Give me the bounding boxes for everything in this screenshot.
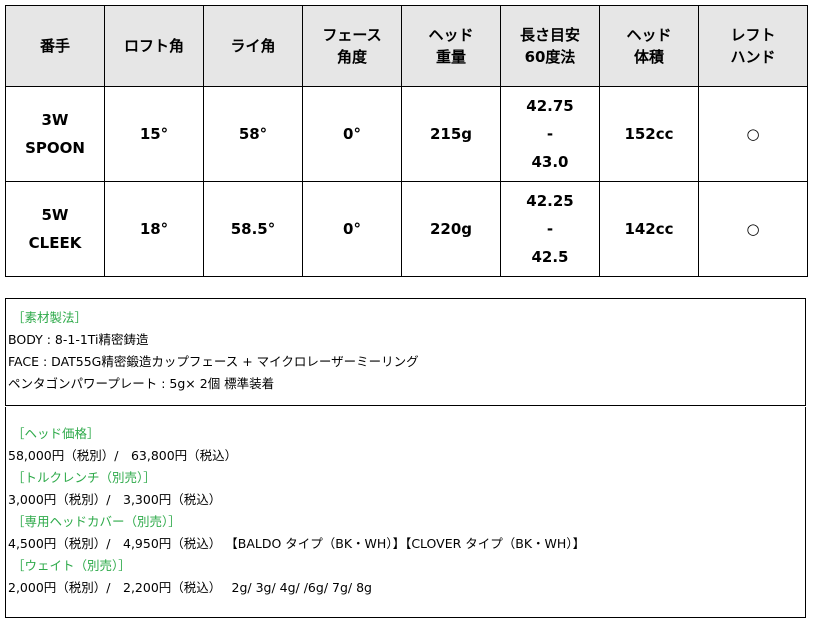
prices-section: ［ヘッド価格］ 58,000円（税別）/ 63,800円（税込） ［トルクレンチ…: [5, 407, 806, 618]
price-text: 58,000円（税別）/ 63,800円（税込）: [8, 448, 238, 463]
table-cell: 0°: [302, 181, 402, 277]
price-text: 4,500円（税別）/ 4,950円（税込） 【BALDO タイプ（BK・WH）…: [8, 536, 586, 551]
table-cell: 42.75 - 43.0: [500, 86, 600, 182]
column-header: ライ角: [203, 5, 303, 87]
table-cell: 220g: [401, 181, 501, 277]
table-cell: 142cc: [599, 181, 699, 277]
table-cell: 3W SPOON: [5, 86, 105, 182]
materials-line: ペンタゴンパワープレート : 5g× 2個 標準装着: [8, 376, 275, 391]
column-header: ヘッド 体積: [599, 5, 699, 87]
spec-table: 番手 ロフト角 ライ角 フェース 角度 ヘッド 重量 長さ目安 60度法 ヘッド 体積 レフト…: [5, 5, 808, 277]
price-text: 3,000円（税別）/ 3,300円（税込）: [8, 492, 222, 507]
table-cell: 58°: [203, 86, 303, 182]
column-header: ヘッド 重量: [401, 5, 501, 87]
table-cell: ○: [698, 86, 808, 182]
table-cell: 42.25 - 42.5: [500, 181, 600, 277]
table-header-row: 番手 ロフト角 ライ角 フェース 角度 ヘッド 重量 長さ目安 60度法 ヘッド 体積 レフト…: [5, 5, 808, 87]
table-cell: ○: [698, 181, 808, 277]
price-heading: ［トルクレンチ（別売）］: [12, 470, 156, 485]
table-cell: 15°: [104, 86, 204, 182]
column-header: 番手: [5, 5, 105, 87]
table-cell: 18°: [104, 181, 204, 277]
table-cell: 5W CLEEK: [5, 181, 105, 277]
price-heading: ［専用ヘッドカバー（別売）］: [12, 514, 181, 529]
table-row: 5W CLEEK 18° 58.5° 0° 220g 42.25 - 42.5 142cc ○: [5, 181, 808, 277]
price-text: 2,000円（税別）/ 2,200円（税込） 2g/ 3g/ 4g/ /6g/ …: [8, 580, 372, 595]
table-cell: 58.5°: [203, 181, 303, 277]
table-cell: 215g: [401, 86, 501, 182]
column-header: フェース 角度: [302, 5, 402, 87]
table-cell: 152cc: [599, 86, 699, 182]
materials-line: BODY : 8-1-1Ti精密鋳造: [8, 332, 149, 347]
materials-line: FACE : DAT55G精密鍛造カップフェース + マイクロレーザーミーリング: [8, 354, 419, 369]
column-header: レフト ハンド: [698, 5, 808, 87]
price-heading: ［ウェイト（別売）］: [12, 558, 131, 573]
table-cell: 0°: [302, 86, 402, 182]
column-header: 長さ目安 60度法: [500, 5, 600, 87]
column-header: ロフト角: [104, 5, 204, 87]
materials-heading: ［素材製法］: [12, 310, 88, 325]
price-heading: ［ヘッド価格］: [12, 426, 100, 441]
materials-section: ［素材製法］ BODY : 8-1-1Ti精密鋳造 FACE : DAT55G精…: [5, 298, 806, 406]
table-row: 3W SPOON 15° 58° 0° 215g 42.75 - 43.0 152cc ○: [5, 86, 808, 182]
